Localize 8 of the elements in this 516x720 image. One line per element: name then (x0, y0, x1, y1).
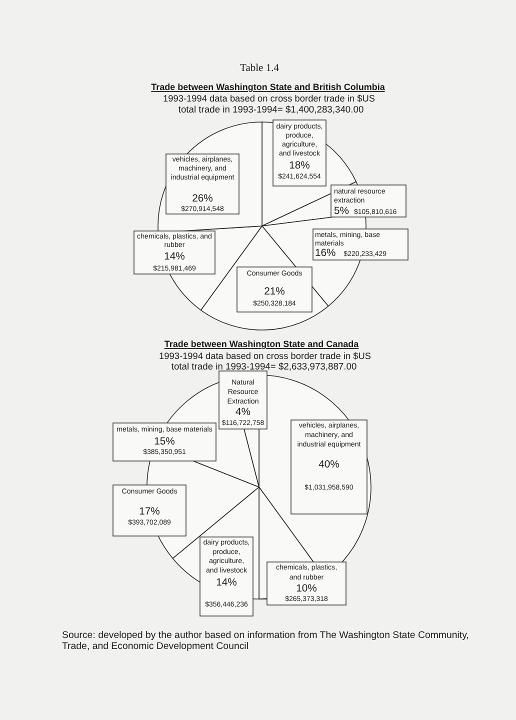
source-note: Source: developed by the author based on information from The Washington State Community, Trade, and Economic Development Council (62, 630, 469, 652)
chart-subtitle: 1993-1994 data based on cross border trade in $US (163, 94, 375, 104)
text: total trade in 1993-1994= $1,400,283,340.00 (178, 104, 364, 114)
text: total trade in 1993-1994= $2,633,973,887.00 (171, 360, 357, 372)
caption: Table 1.4 (240, 63, 280, 74)
chart-subtitle: 1993-1994 data based on cross border trade in $US (159, 351, 371, 361)
chart-title: Trade between Washington State and Canada (164, 339, 360, 349)
chart-title: Trade between Washington State and British Columbia (151, 82, 386, 92)
